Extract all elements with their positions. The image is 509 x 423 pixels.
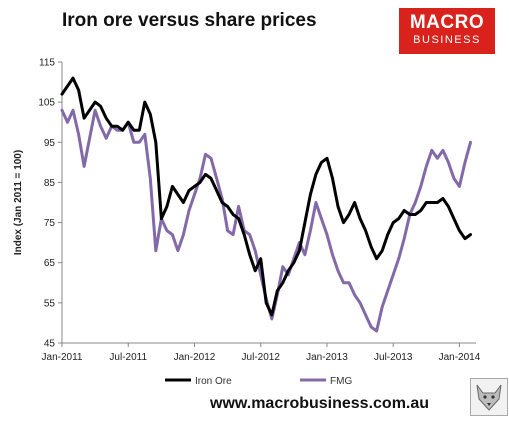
chart-legend: Iron Ore FMG	[165, 376, 352, 387]
y-tick-label: 45	[44, 339, 56, 350]
y-tick-label: 85	[44, 178, 56, 189]
y-tick-label: 105	[38, 98, 55, 109]
x-tick-label: Jan-2013	[306, 352, 348, 363]
x-tick-label: Jan-2011	[42, 352, 83, 363]
legend-label-fmg: FMG	[330, 376, 352, 387]
x-tick-label: Jan-2012	[174, 352, 216, 363]
footer-url[interactable]: www.macrobusiness.com.au	[210, 395, 430, 412]
y-tick-label: 75	[44, 218, 56, 229]
x-tick-label: Jul-2013	[374, 352, 413, 363]
y-tick-label: 55	[44, 298, 56, 309]
y-tick-label: 95	[44, 138, 56, 149]
series-line-iron-ore	[60, 76, 472, 317]
y-tick-label: 65	[44, 258, 56, 269]
y-tick-label: 115	[39, 58, 55, 69]
x-tick-label: Jan-2014	[439, 352, 481, 363]
macrobusiness-logo[interactable]: MACRO BUSINESS	[399, 8, 495, 54]
x-tick-label: Jul-2011	[109, 352, 147, 363]
logo-line-1: MACRO	[409, 12, 485, 33]
logo-line-2: BUSINESS	[413, 34, 481, 46]
chart-series-layer	[60, 76, 472, 333]
chart-title: Iron ore versus share prices	[62, 10, 317, 31]
legend-label-iron-ore: Iron Ore	[195, 376, 232, 387]
x-tick-label: Jul-2012	[242, 352, 281, 363]
chart-axes: 45 55 65 75 85 95 105 115 Jan-2011 Jul-2011 Jan-20…	[13, 58, 481, 364]
fox-logo-icon	[470, 378, 508, 416]
y-axis-label: Index (Jan 2011 = 100)	[13, 150, 24, 255]
